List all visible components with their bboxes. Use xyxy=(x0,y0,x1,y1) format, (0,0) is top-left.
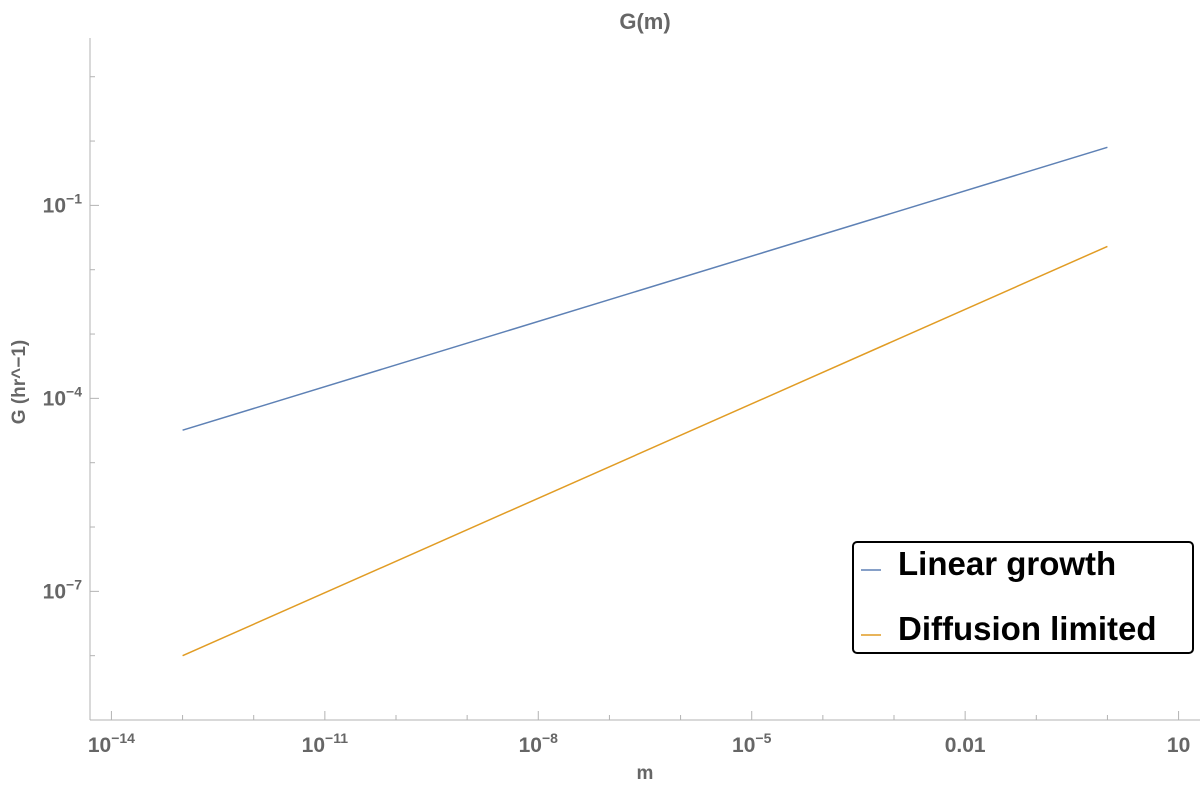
series-line-linear-growth xyxy=(182,146,1108,431)
x-axis-ticks: 10−14 10−11 10−8 10−5 0.01 10 xyxy=(88,711,1190,757)
y-axis-label: G (hr^−1) xyxy=(9,340,30,424)
y-tick-label: 10−4 xyxy=(43,383,83,410)
chart-title: G(m) xyxy=(619,9,670,34)
x-tick-label: 10−11 xyxy=(302,730,349,757)
axes xyxy=(89,38,1200,721)
x-axis-label: m xyxy=(637,763,654,784)
legend-label-linear-growth: Linear growth xyxy=(898,545,1116,582)
legend-box xyxy=(852,541,1194,654)
y-tick-label: 10−1 xyxy=(43,190,83,217)
x-tick-label: 10−14 xyxy=(88,730,135,757)
x-tick-label: 10−5 xyxy=(732,730,772,757)
series-line-diffusion-limited xyxy=(182,245,1108,657)
x-tick-label: 0.01 xyxy=(945,734,986,757)
x-tick-label: 10−8 xyxy=(519,730,559,757)
legend-label-diffusion-limited: Diffusion limited xyxy=(898,610,1157,647)
series-layer xyxy=(182,146,1108,657)
legend: Linear growth Diffusion limited xyxy=(852,541,1194,654)
y-axis-ticks: 10−1 10−4 10−7 xyxy=(43,76,99,721)
x-tick-label: 10 xyxy=(1167,734,1190,757)
y-tick-label: 10−7 xyxy=(43,576,83,603)
